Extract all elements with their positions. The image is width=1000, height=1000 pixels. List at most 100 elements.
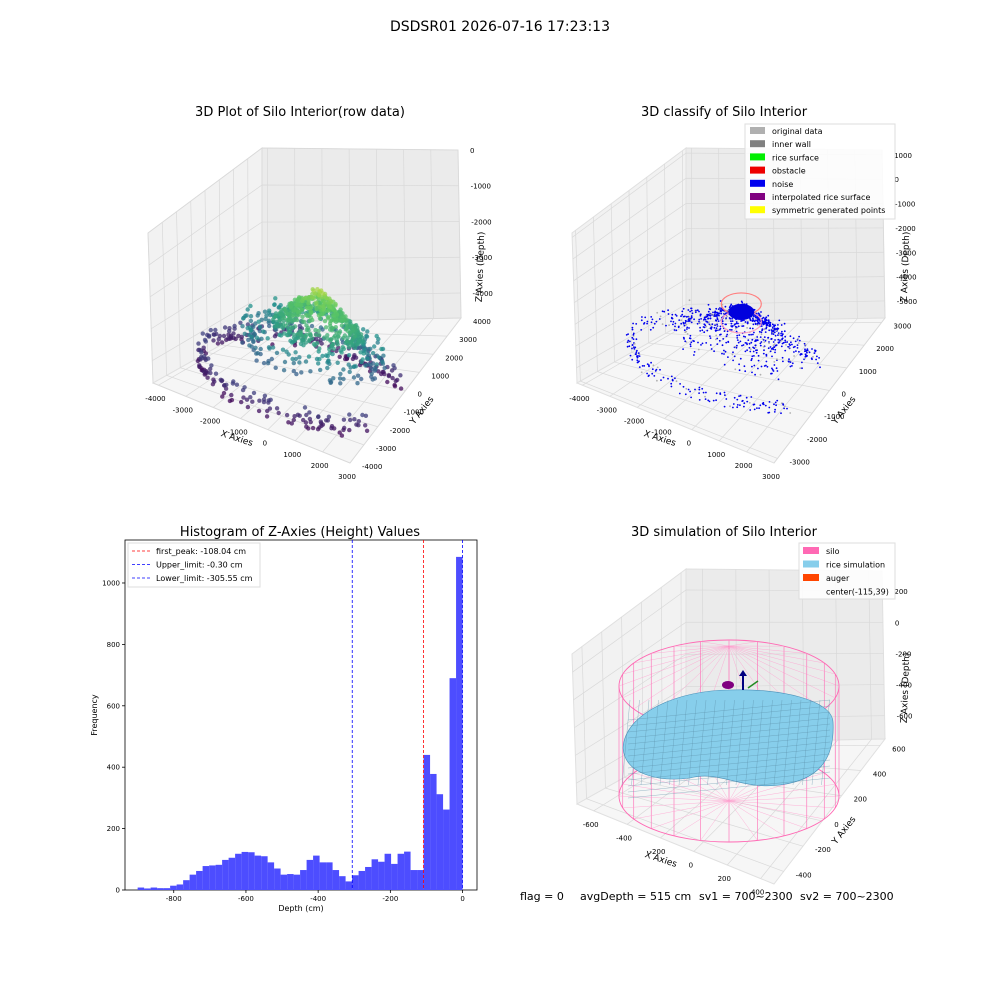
panel2-point bbox=[730, 320, 732, 323]
panel2-point bbox=[677, 325, 680, 328]
panel1-point bbox=[276, 410, 281, 416]
panel2-point bbox=[762, 345, 765, 348]
panel1-point bbox=[308, 369, 313, 374]
panel2-point bbox=[753, 331, 755, 334]
panel2-point bbox=[714, 330, 717, 332]
histogram-bar bbox=[241, 851, 249, 890]
panel1-point bbox=[322, 335, 327, 340]
rice-mesh-line bbox=[627, 729, 831, 751]
panel2-point bbox=[650, 321, 653, 324]
panel1-point bbox=[213, 371, 219, 376]
panel1-point bbox=[339, 350, 344, 355]
panel2-point bbox=[715, 334, 718, 337]
panel2-point bbox=[757, 318, 760, 321]
panel2-point bbox=[768, 320, 770, 323]
panel2-point bbox=[804, 348, 806, 351]
panel2-point bbox=[736, 334, 739, 337]
panel2-point bbox=[768, 342, 770, 345]
panel2-point bbox=[684, 331, 687, 334]
panel2-point bbox=[756, 407, 758, 409]
panel2-point bbox=[811, 348, 813, 350]
panel2-point bbox=[798, 339, 801, 342]
histogram-bar bbox=[163, 888, 171, 890]
panel2-point bbox=[696, 309, 699, 312]
panel1-ygrid-line bbox=[176, 211, 378, 428]
panel1-point bbox=[318, 367, 323, 373]
panel2-point bbox=[636, 355, 638, 357]
panel1-point bbox=[226, 336, 231, 341]
rice-mesh-line bbox=[783, 699, 792, 786]
panel2-point bbox=[771, 328, 774, 331]
panel4-zgrid-line bbox=[573, 621, 883, 701]
panel1-point bbox=[295, 331, 301, 337]
panel2-point bbox=[735, 321, 738, 323]
panel2-point bbox=[730, 322, 733, 325]
panel1-point bbox=[341, 335, 346, 341]
panel2-point bbox=[741, 301, 744, 304]
panel2-point bbox=[777, 324, 779, 326]
panel2-point bbox=[716, 337, 719, 340]
panel2-point bbox=[640, 371, 643, 374]
panel2-point bbox=[765, 364, 767, 367]
panel2-point bbox=[661, 310, 664, 313]
panel2-point bbox=[787, 345, 789, 348]
panel2-point bbox=[705, 316, 707, 318]
panel2-point bbox=[732, 403, 735, 405]
panel2-point bbox=[698, 321, 700, 324]
panel1-ygrid-line bbox=[190, 201, 392, 409]
panel1-point bbox=[337, 376, 343, 381]
histogram-legend-frame bbox=[127, 542, 261, 588]
panel2-zgrid-line bbox=[574, 227, 884, 303]
histogram-xtick-label: -400 bbox=[310, 895, 326, 903]
panel2-point bbox=[680, 315, 682, 318]
panel2-point bbox=[759, 336, 762, 338]
panel2-point bbox=[702, 391, 705, 394]
status-avg-depth: avgDepth = 515 cm bbox=[580, 890, 691, 903]
panel2-point bbox=[685, 316, 688, 318]
center-arrow-head bbox=[739, 670, 747, 676]
panel2-xtick-label: 0 bbox=[687, 440, 691, 448]
silo-floor-line bbox=[622, 783, 730, 802]
panel1-point bbox=[272, 334, 278, 339]
histogram-bar bbox=[280, 874, 288, 890]
panel2-legend-frame bbox=[744, 123, 896, 220]
panel1-point bbox=[239, 399, 244, 405]
panel2-point bbox=[752, 333, 754, 336]
panel2-point bbox=[687, 388, 690, 391]
panel2-point bbox=[769, 321, 772, 324]
panel1-point bbox=[337, 354, 342, 359]
panel1-point bbox=[272, 302, 277, 307]
panel2-zgrid-line bbox=[575, 276, 885, 347]
panel2-point bbox=[747, 339, 750, 341]
panel2-point bbox=[737, 325, 740, 328]
panel2-point bbox=[629, 340, 631, 343]
panel2-point bbox=[762, 352, 765, 355]
panel1-point bbox=[227, 398, 233, 404]
panel2-point bbox=[777, 378, 780, 381]
histogram-ylabel: Frequency bbox=[90, 694, 99, 736]
panel2-point bbox=[678, 319, 681, 321]
panel2-point bbox=[768, 401, 771, 403]
panel2-point bbox=[770, 338, 773, 340]
panel4-legend: silo rice simulation auger center(-115,39) bbox=[798, 542, 896, 600]
panel1-point bbox=[314, 302, 319, 307]
panel1-point bbox=[372, 365, 378, 370]
panel1-ytick-label: 0 bbox=[418, 391, 422, 399]
panel2-point bbox=[798, 335, 800, 338]
panel1-point bbox=[355, 381, 360, 386]
panel2-point bbox=[759, 344, 762, 347]
panel2-point bbox=[721, 344, 724, 347]
panel1-point bbox=[273, 365, 278, 370]
panel1-point bbox=[297, 355, 302, 360]
panel2-point bbox=[759, 373, 762, 376]
panel2-point bbox=[706, 329, 709, 332]
panel2-point bbox=[789, 361, 792, 363]
panel2-point bbox=[793, 351, 795, 353]
panel1-point bbox=[292, 343, 298, 348]
panel1-point bbox=[317, 332, 322, 338]
rice-mesh-line bbox=[688, 699, 697, 786]
panel2-point bbox=[777, 334, 779, 336]
panel2-point bbox=[686, 326, 689, 329]
panel-simulation-3d: 3D simulation of Silo Interior -600 -400 -… bbox=[571, 525, 912, 897]
rice-mesh-line bbox=[627, 723, 831, 745]
